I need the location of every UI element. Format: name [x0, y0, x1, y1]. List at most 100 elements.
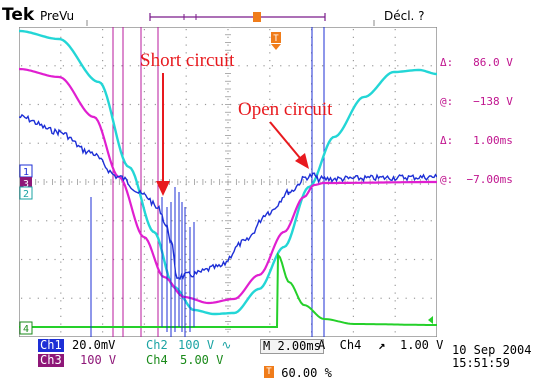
- grid-dot: [330, 297, 332, 299]
- grid-dot: [246, 220, 248, 222]
- grid-dot: [71, 258, 73, 261]
- timebase-readout[interactable]: M 2.00ms: [260, 339, 324, 354]
- grid-dot: [204, 103, 207, 106]
- grid-dot: [363, 297, 365, 299]
- grid-dot: [227, 106, 229, 108]
- grid-dot: [179, 220, 182, 222]
- grid-dot: [394, 191, 396, 193]
- svg-text:1: 1: [23, 167, 29, 178]
- grid-dot: [338, 142, 340, 144]
- trigger-level[interactable]: 1.00 V: [400, 338, 444, 352]
- trigger-position-readout[interactable]: T 60.00 %: [264, 366, 332, 380]
- trigger-source[interactable]: A Ch4: [318, 338, 362, 352]
- grid-dot: [394, 122, 396, 124]
- ch2-label[interactable]: Ch2: [144, 338, 170, 352]
- grid-dot: [154, 103, 156, 106]
- ch1-scale[interactable]: 20.0mV: [72, 338, 116, 352]
- grid-dot: [185, 308, 187, 310]
- grid-dot: [352, 153, 354, 155]
- grid-dot: [143, 331, 145, 333]
- grid-dot: [269, 315, 271, 317]
- grid-dot: [227, 75, 229, 77]
- grid-dot: [430, 142, 432, 144]
- grid-dot: [330, 65, 332, 67]
- grid-dot: [269, 153, 271, 155]
- grid-dot: [163, 65, 165, 67]
- grid-dot: [196, 297, 198, 299]
- overlay-markers: 1 3 2 4 T: [19, 32, 309, 335]
- grid-dot: [60, 106, 62, 108]
- grid-dot: [154, 142, 156, 144]
- grid-dot: [121, 103, 123, 106]
- ch3-scale[interactable]: 100 V: [80, 353, 117, 367]
- grid-dot: [96, 258, 98, 261]
- grid-dot: [79, 181, 81, 183]
- grid-dot: [102, 60, 104, 62]
- record-position-bar[interactable]: [0, 0, 534, 27]
- grid-dot: [143, 176, 145, 178]
- grid-dot: [185, 153, 187, 155]
- grid-dot: [430, 297, 432, 299]
- grid-dot: [60, 67, 62, 69]
- grid-dot: [269, 323, 271, 325]
- ch4-label[interactable]: Ch4: [144, 353, 170, 367]
- grid-dot: [221, 258, 223, 261]
- grid-dot: [269, 176, 271, 178]
- grid-dot: [54, 258, 56, 261]
- settings-bar: Ch1 20.0mV Ch2 100 V ∿ M 2.00ms A Ch4 ↗ …: [0, 338, 534, 380]
- grid-dot: [60, 168, 62, 170]
- grid-dot: [102, 300, 104, 302]
- grid-dot: [188, 181, 190, 183]
- grid-dot: [213, 65, 215, 67]
- grid-dot: [143, 160, 145, 162]
- grid-dot: [185, 222, 187, 224]
- grid-dot: [288, 142, 290, 144]
- grid-dot: [430, 220, 432, 222]
- grid-dot: [227, 308, 229, 310]
- grid-dot: [227, 129, 229, 131]
- grid-dot: [188, 220, 190, 222]
- ch1-label[interactable]: Ch1: [38, 338, 64, 352]
- trigger-slope-icon[interactable]: ↗: [378, 338, 386, 352]
- grid-dot: [380, 103, 382, 106]
- ch4-marker[interactable]: 4: [19, 321, 33, 335]
- waveform-display[interactable]: [19, 27, 437, 337]
- ch3-marker[interactable]: 3: [20, 177, 32, 190]
- grid-dot: [46, 220, 48, 222]
- grid-dot: [54, 65, 56, 67]
- cursor-readout: Δ: 86.0 V @: −138 V Δ: 1.00ms @: −7.00ms: [440, 30, 513, 199]
- grid-dot: [213, 220, 215, 222]
- grid-dot: [269, 137, 271, 139]
- grid-dot: [129, 181, 131, 183]
- grid-dot: [104, 220, 106, 222]
- grid-dot: [102, 253, 104, 255]
- grid-dot: [79, 297, 81, 299]
- grid-dot: [269, 29, 271, 31]
- grid-dot: [185, 261, 187, 263]
- acquisition-mode: PreVu: [40, 9, 75, 23]
- grid-dot: [269, 215, 271, 217]
- grid-dot: [185, 67, 187, 69]
- grid-dot: [143, 199, 145, 201]
- grid-dot: [397, 103, 399, 106]
- ch4-scale[interactable]: 5.00 V: [180, 353, 224, 367]
- grid-dot: [185, 44, 187, 46]
- grid-dot: [388, 65, 391, 67]
- ch2-marker[interactable]: 2: [19, 186, 33, 200]
- trigger-position-marker[interactable]: T: [271, 32, 281, 50]
- grid-dot: [238, 142, 240, 144]
- grid-dot: [54, 142, 56, 144]
- ch1-marker[interactable]: 1: [19, 164, 33, 178]
- grid-dot: [185, 292, 187, 294]
- grid-dot: [179, 297, 182, 299]
- grid-dot: [227, 269, 229, 271]
- grid-dot: [143, 153, 145, 155]
- grid-dot: [321, 181, 324, 183]
- ch3-label[interactable]: Ch3: [38, 353, 64, 367]
- grid-dot: [352, 36, 354, 38]
- grid-dot: [129, 258, 131, 261]
- ch2-scale[interactable]: 100 V ∿: [178, 338, 232, 352]
- grid-dot: [413, 103, 416, 106]
- grid-dot: [143, 323, 145, 325]
- grid-dot: [62, 103, 64, 106]
